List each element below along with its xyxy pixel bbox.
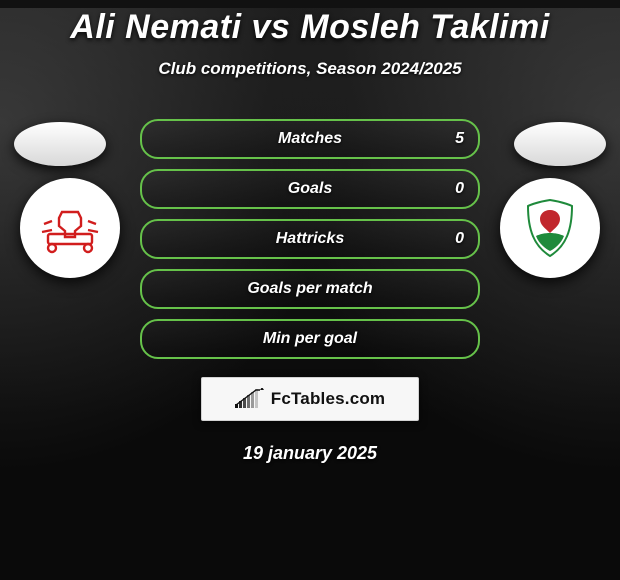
- stat-label: Hattricks: [276, 230, 344, 248]
- club-left-badge: [20, 178, 120, 278]
- stat-row-goals-per-match: Goals per match: [140, 269, 480, 309]
- player-left-avatar: [14, 122, 106, 166]
- stat-row-matches: Matches 5: [140, 119, 480, 159]
- stat-right-value: 0: [455, 180, 464, 198]
- branding-text: FcTables.com: [271, 389, 386, 409]
- subtitle: Club competitions, Season 2024/2025: [0, 59, 620, 79]
- stat-label: Goals: [288, 180, 332, 198]
- club-right-badge: [500, 178, 600, 278]
- branding-bars-icon: [235, 388, 265, 410]
- stats-table: Matches 5 Goals 0 Hattricks 0 Goals per …: [140, 119, 480, 359]
- club-left-icon: [34, 192, 106, 264]
- stat-row-min-per-goal: Min per goal: [140, 319, 480, 359]
- player-right-avatar: [514, 122, 606, 166]
- stat-right-value: 5: [455, 130, 464, 148]
- club-right-icon: [514, 192, 586, 264]
- stat-label: Goals per match: [247, 280, 372, 298]
- stat-label: Min per goal: [263, 330, 357, 348]
- stat-label: Matches: [278, 130, 342, 148]
- stat-row-goals: Goals 0: [140, 169, 480, 209]
- stat-right-value: 0: [455, 230, 464, 248]
- page-title: Ali Nemati vs Mosleh Taklimi: [0, 8, 620, 47]
- branding-box: FcTables.com: [201, 377, 419, 421]
- stat-row-hattricks: Hattricks 0: [140, 219, 480, 259]
- footer-date: 19 january 2025: [0, 443, 620, 464]
